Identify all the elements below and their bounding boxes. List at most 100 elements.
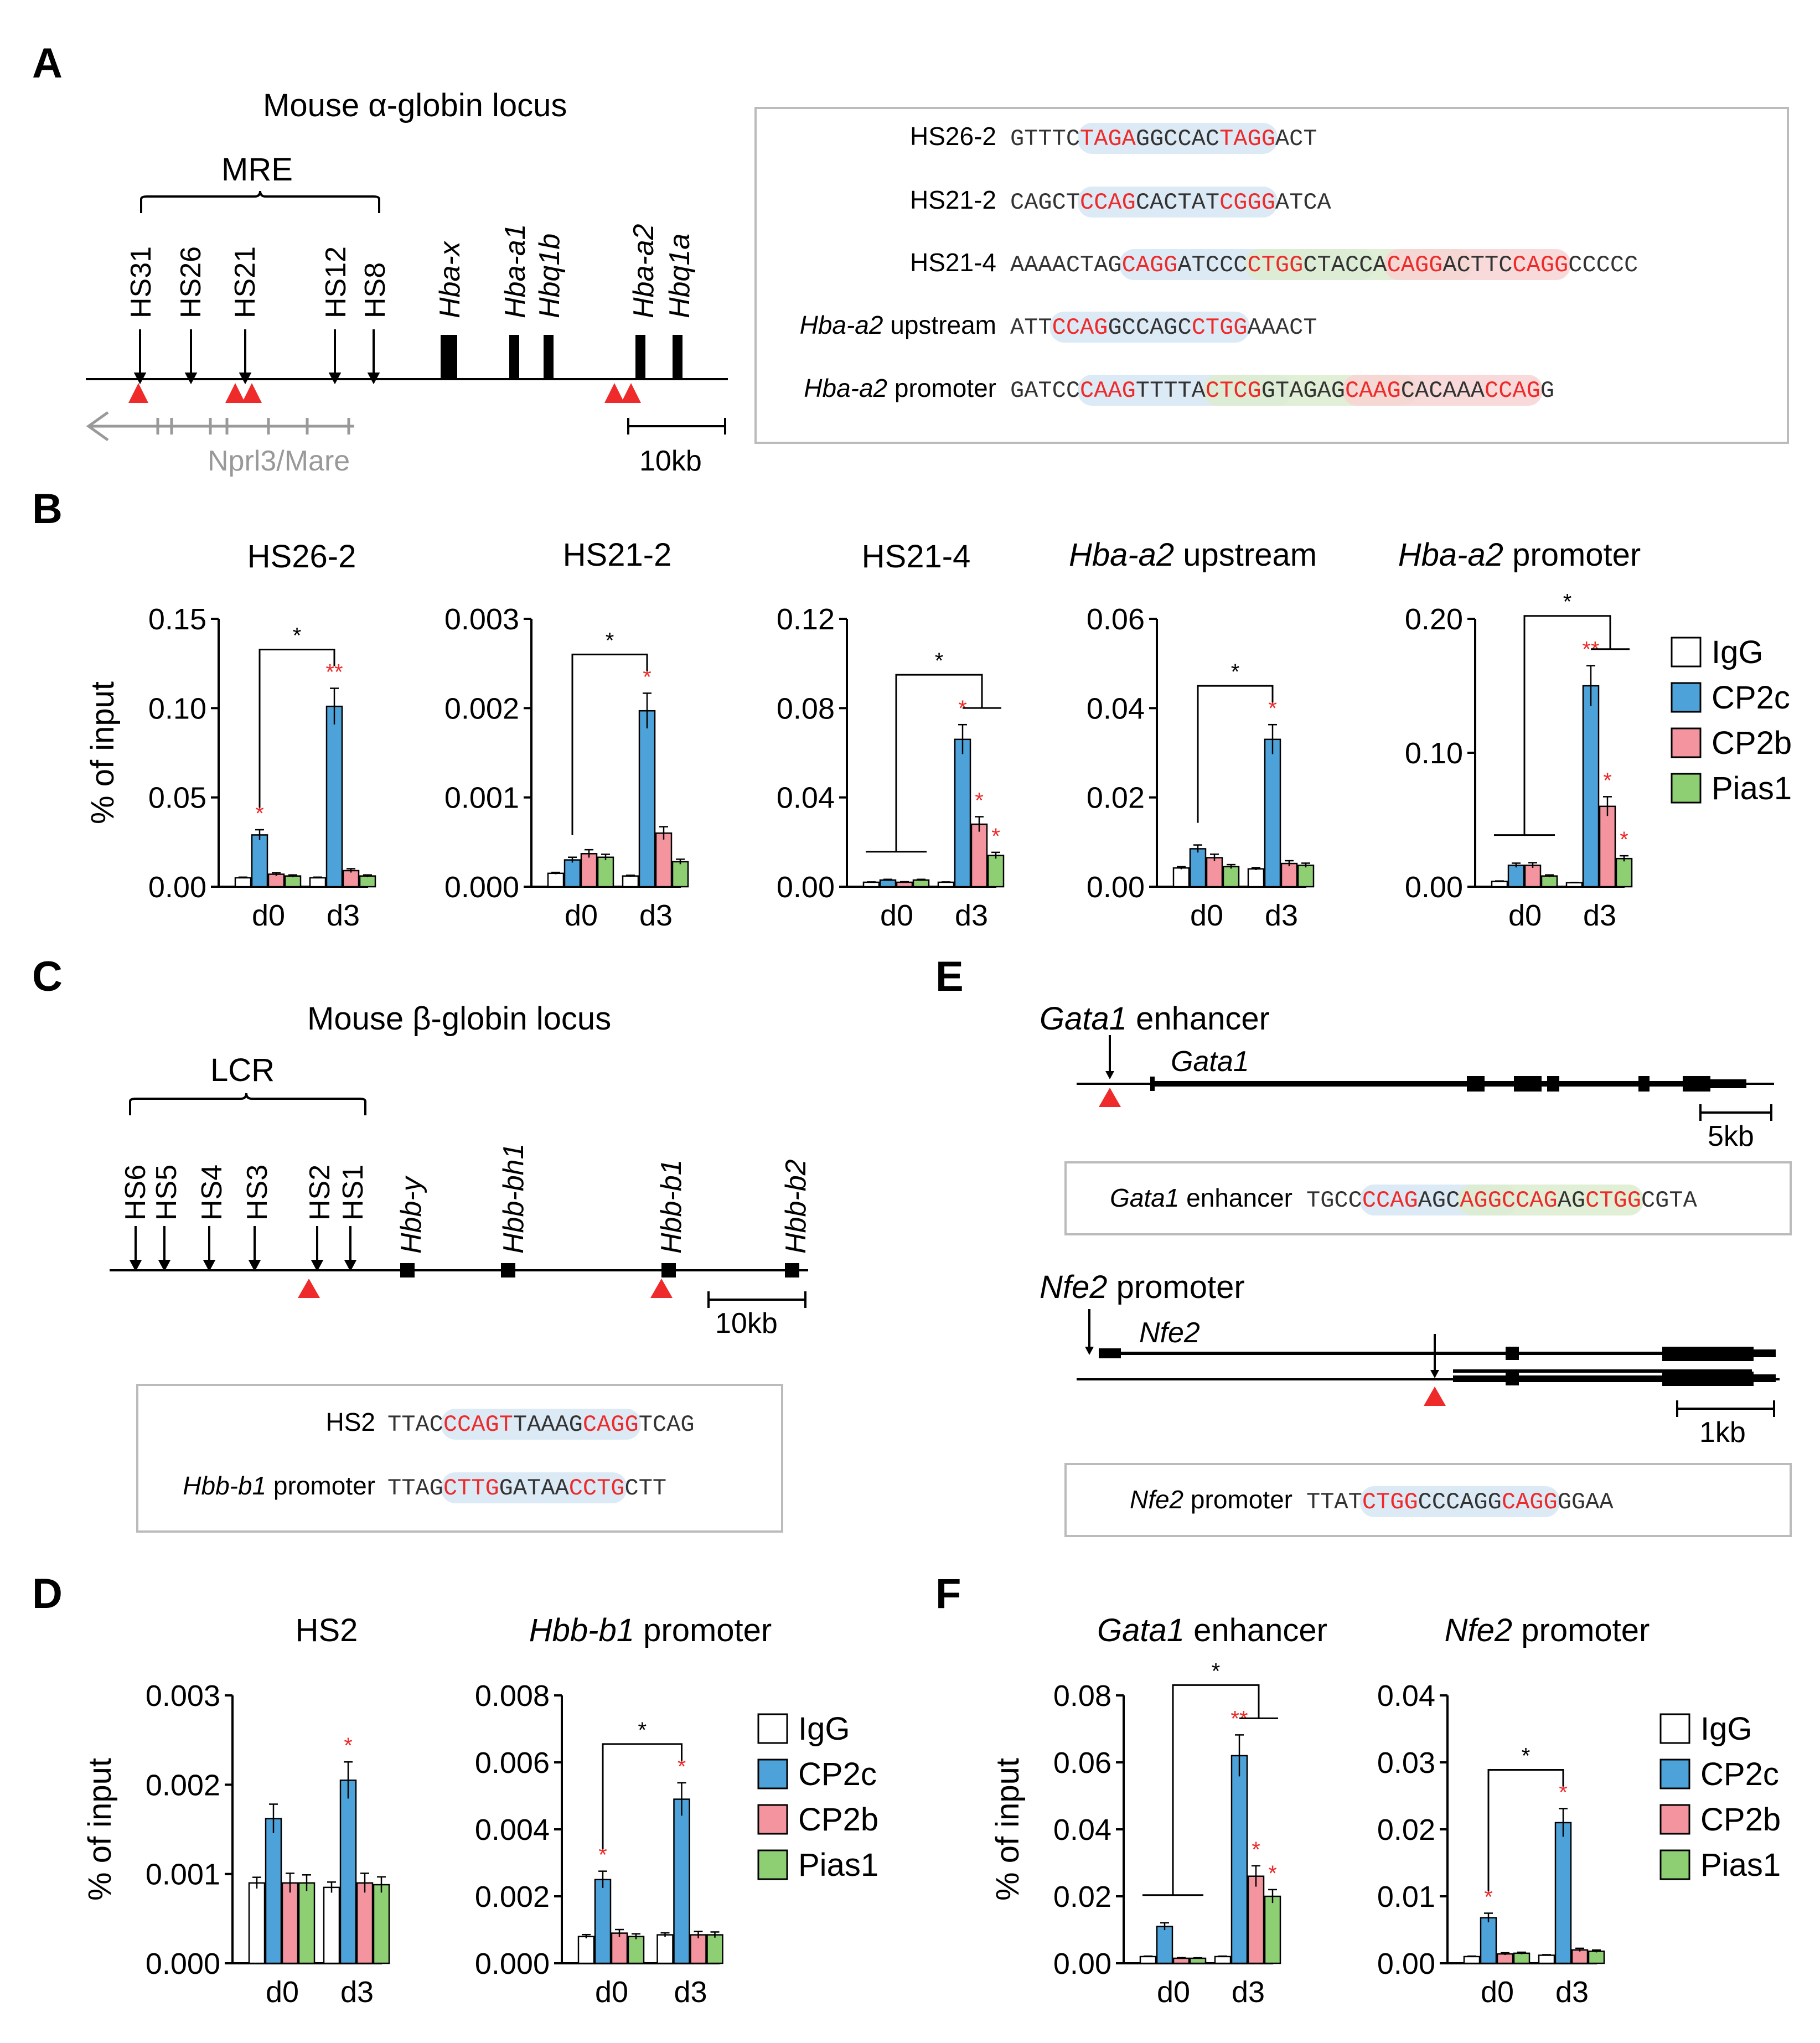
panel-f-charts: Gata1 enhancer 0.00 0.02 0.04 0.06 0.08 d0 d3 * *…	[1053, 1612, 1650, 2009]
alpha-scale-bar	[627, 418, 726, 435]
chart-5-ytick-label-2: 0.002	[146, 1768, 220, 1802]
chart-4-xtick-label-0: d0	[1508, 899, 1542, 932]
nfe2-seq-text: TTATCTGGCCCAGGCAGGGGAA	[1306, 1489, 1614, 1516]
legend-label-Pias1: Pias1	[798, 1847, 878, 1883]
panel-letter-d: D	[32, 1570, 63, 1617]
panel-f-ylabel: % of input	[990, 1758, 1026, 1901]
chart-1-bar-IgG-d0	[547, 872, 565, 888]
nfe2-exons	[1099, 1347, 1776, 1386]
chart-7-ytick-label-1: 0.02	[1053, 1880, 1111, 1913]
chart-7-ytick-label-4: 0.08	[1053, 1679, 1111, 1713]
hs4-label: HS4	[196, 1165, 228, 1220]
chart-5-bar-CP2b-d0	[281, 1882, 299, 1964]
chart-8-sig-0: *	[1484, 1885, 1493, 1909]
chart-0-xtick-label-1: d3	[327, 899, 360, 932]
chart-8-bar-CP2c-d0	[1480, 1917, 1497, 1964]
hs5-label: HS5	[151, 1165, 183, 1220]
chart-2-xtick-label-0: d0	[880, 899, 913, 932]
gene-hbb-b1-label: Hbb-b1	[655, 1159, 687, 1254]
beta-scale-bar	[707, 1291, 806, 1308]
chart-7-bar-CP2c-d0	[1156, 1926, 1173, 1964]
chart-5-bar-CP2c-d3	[339, 1780, 357, 1964]
chart-4-comparison-bracket	[1523, 615, 1611, 835]
chart-1-bar-CP2b-d3	[655, 832, 673, 888]
nfe2-internal-arrowhead	[1430, 1370, 1439, 1378]
panel-letter-f: F	[935, 1570, 961, 1617]
panel-b-legend: IgG CP2c CP2b Pias1	[1671, 634, 1792, 806]
hs12-label: HS12	[320, 246, 352, 318]
alpha-seq-4-text: GATCCCAAGTTTTACTCGGTAGAGCAAGCACAAACCAGG	[1010, 377, 1554, 404]
chart-2-xtick-label-1: d3	[955, 899, 988, 932]
chart-3-bar-CP2b-d3	[1280, 862, 1298, 888]
alpha-seq-4: GATCCCAAGTTTTACTCGGTAGAGCAAGCACAAACCAGG	[1010, 375, 1554, 406]
chart-0-xtick-label-0: d0	[252, 899, 285, 932]
chart-8-bar-IgG-d0	[1463, 1956, 1481, 1964]
nfe2-seq: TTATCTGGCCCAGGCAGGGGAA	[1306, 1486, 1614, 1517]
chart-4-sig-2: *	[1620, 827, 1628, 852]
chart-2-bar-IgG-d3	[937, 881, 955, 888]
chart-8-ytick-label-2: 0.02	[1377, 1813, 1435, 1847]
chart-5-title: HS2	[296, 1612, 358, 1648]
chart-0-bar-CP2c-d3	[325, 705, 343, 888]
chart-1-comparison-bracket	[571, 653, 648, 835]
nfe2-cp2-binding-triangle	[1424, 1387, 1446, 1406]
chart-6-bar-IgG-d0	[577, 1936, 595, 1964]
chart-8-ytick-label-3: 0.03	[1377, 1746, 1435, 1780]
chart-8-comparison-bracket	[1487, 1768, 1564, 1891]
chart-6-bar-Pias1-d0	[627, 1936, 645, 1964]
hs21-label: HS21	[229, 246, 261, 318]
legend-label-CP2c: CP2c	[1712, 680, 1790, 716]
legend-swatch-CP2b	[757, 1804, 788, 1835]
chart-6-xtick-label-1: d3	[674, 1975, 707, 2009]
chart-7-sig-2: *	[1268, 1861, 1277, 1886]
alpha-locus-title: Mouse α-globin locus	[263, 87, 567, 123]
chart-1-sig-0: *	[643, 665, 652, 689]
chart-4-bar-CP2c-d3	[1582, 685, 1600, 888]
chart-0-comparison-bracket	[258, 649, 335, 808]
gata1-exons	[1150, 1076, 1746, 1092]
chart-8-title: Nfe2 promoter	[1445, 1612, 1650, 1648]
chart-1-ytick-label-0: 0.000	[444, 871, 519, 904]
lcr-arrows	[129, 1226, 357, 1272]
beta-locus-title: Mouse β-globin locus	[307, 1001, 611, 1037]
beta-seq-1-highlight-0	[441, 1472, 627, 1503]
chart-5-bar-CP2b-d3	[356, 1882, 374, 1964]
beta-scale-label: 10kb	[715, 1307, 778, 1339]
panel-letter-b: B	[32, 485, 63, 532]
chart-8-comparison-star: *	[1522, 1744, 1531, 1768]
chart-4-bar-Pias1-d3	[1615, 857, 1633, 888]
chart-7-bar-CP2c-d3	[1230, 1755, 1248, 1964]
chart-0-ytick-label-2: 0.10	[148, 692, 206, 725]
hs3-label: HS3	[241, 1165, 273, 1220]
beta-seq-label-0: HS2	[326, 1408, 375, 1436]
beta-seq-0: TTACCCAGTTAAAGCAGGTCAG	[387, 1409, 695, 1440]
alpha-cp2-binding-triangles	[128, 383, 641, 403]
chart-4-bar-CP2b-d0	[1524, 865, 1542, 888]
chart-5-ytick-label-0: 0.000	[146, 1947, 220, 1980]
legend-label-CP2b: CP2b	[1700, 1802, 1781, 1838]
chart-6-ytick-label-2: 0.004	[475, 1813, 550, 1847]
gata1-arrowhead	[1105, 1071, 1114, 1079]
legend-swatch-CP2c	[1659, 1758, 1690, 1789]
gata1-gene-label: Gata1	[1171, 1046, 1249, 1078]
chart-7-sig-1: *	[1252, 1838, 1260, 1862]
legend-label-IgG: IgG	[1712, 634, 1764, 670]
chart-7-bar-CP2b-d0	[1172, 1957, 1190, 1964]
beta-cp2-binding-triangles	[298, 1279, 673, 1298]
gata1-scale-label: 5kb	[1708, 1120, 1754, 1152]
hs31-label: HS31	[125, 246, 157, 318]
chart-2-ytick-label-1: 0.04	[777, 782, 835, 815]
hs26-label: HS26	[175, 246, 207, 318]
chart-6-bar-CP2b-d3	[690, 1934, 707, 1964]
chart-1-bar-Pias1-d0	[597, 856, 614, 888]
chart-4-bar-Pias1-d0	[1540, 875, 1558, 888]
chart-5-xtick-label-1: d3	[340, 1975, 374, 2009]
chart-6-title: Hbb-b1 promoter	[529, 1612, 772, 1648]
chart-4-sig-1: *	[1603, 768, 1612, 793]
alpha-seq-1-highlight-0	[1078, 187, 1278, 218]
panel-b-charts: HS26-2 0.00 0.05 0.10 0.15 d0 d3 * * * * HS21-2 0.00…	[148, 537, 1641, 932]
beta-seq-0-text: TTACCCAGTTAAAGCAGGTCAG	[387, 1411, 695, 1438]
